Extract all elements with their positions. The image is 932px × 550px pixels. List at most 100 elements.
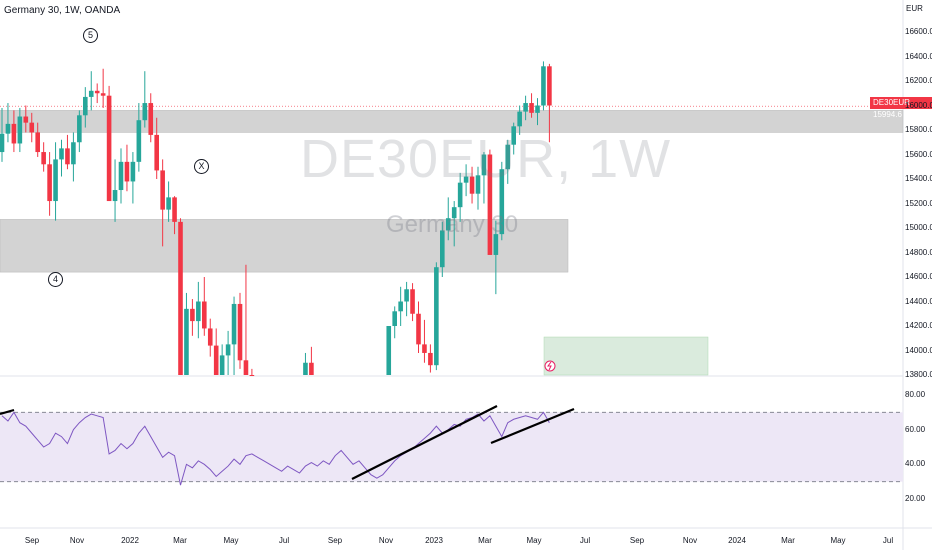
candle-body: [303, 362, 308, 375]
candle-body: [386, 326, 392, 375]
candle-body: [505, 144, 511, 170]
price-axis-tick: 16600.0: [905, 27, 932, 36]
candle-body: [404, 289, 409, 302]
rsi-axis-tick: 40.00: [905, 459, 926, 469]
lightning-icon-glyph: [547, 361, 552, 371]
candle-body: [463, 176, 469, 183]
candle-body: [160, 170, 165, 210]
candle-body: [118, 161, 124, 191]
candle-body: [142, 103, 148, 121]
price-axis-tick: 15400.0: [905, 174, 932, 183]
candle-body: [445, 218, 451, 231]
candle-body: [219, 355, 225, 375]
candle-body: [535, 105, 540, 113]
price-axis-tick: 15600.0: [905, 149, 932, 159]
watermark-symbol: DE30EUR, 1W: [300, 129, 672, 189]
candle-body: [202, 301, 207, 329]
candle-body: [440, 230, 445, 268]
candle-body: [493, 234, 499, 255]
candle-body: [499, 169, 505, 235]
candle-body: [154, 134, 159, 171]
candle-body: [35, 132, 40, 153]
rsi-trendline[interactable]: [0, 408, 15, 416]
candle-body: [65, 148, 70, 165]
time-axis-tick: Nov: [69, 536, 85, 545]
price-axis-tick: 13800.0: [905, 370, 932, 379]
candle-body: [17, 116, 23, 144]
candle-body: [88, 90, 94, 97]
candle-body: [77, 115, 82, 143]
candle-body: [196, 301, 201, 322]
time-axis-tick: Jul: [579, 536, 591, 545]
rsi-axis-tick: 60.00: [905, 424, 926, 434]
watermark-name: Germany 30: [386, 211, 519, 238]
time-axis-tick: Sep: [327, 536, 343, 545]
candle-body: [428, 352, 433, 366]
candle-body: [457, 182, 463, 208]
time-axis-tick: Nov: [378, 536, 394, 545]
candle-body: [517, 111, 522, 127]
candle-body: [475, 175, 481, 194]
candle-body: [529, 103, 534, 113]
candle-body: [29, 122, 35, 133]
candle-body: [94, 90, 100, 94]
candle-body: [53, 159, 58, 202]
candle-body: [106, 95, 112, 202]
wave-label-x[interactable]: X: [194, 159, 209, 174]
price-axis-tick: 14600.0: [905, 272, 932, 281]
candle-body: [243, 360, 249, 375]
time-axis-tick: Jul: [278, 536, 290, 545]
rsi-axis-tick: 20.00: [905, 494, 926, 503]
candle-body: [249, 375, 255, 376]
candle-body: [71, 142, 76, 165]
time-axis-tick: 2022: [121, 536, 139, 545]
candle-body: [184, 308, 189, 375]
rsi-trendline[interactable]: [490, 407, 575, 445]
price-axis-tick: 15200.0: [905, 198, 932, 208]
candle-body: [112, 190, 118, 202]
time-axis-tick: Mar: [781, 536, 795, 545]
candle-body: [124, 161, 130, 182]
chart-title: Germany 30, 1W, OANDA: [4, 5, 121, 16]
candle-body: [541, 66, 546, 106]
price-axis-tick: 14200.0: [905, 321, 932, 330]
candle-body: [41, 152, 46, 165]
time-axis-tick: Sep: [629, 536, 645, 545]
time-axis-tick: Mar: [478, 536, 492, 545]
candle-body: [547, 66, 552, 106]
candle-body: [83, 96, 88, 116]
candle-body: [398, 301, 403, 312]
wave-label-4[interactable]: 4: [48, 272, 63, 287]
candle-body: [207, 328, 213, 346]
candle-body: [523, 103, 528, 112]
wave-label-5[interactable]: 5: [83, 28, 98, 43]
candle-body: [47, 164, 52, 202]
time-axis-tick: May: [223, 536, 239, 545]
zone-target[interactable]: [543, 336, 709, 376]
candle-body: [190, 308, 195, 322]
price-axis-tick: 14800.0: [905, 247, 932, 257]
price-axis-tick: 16000.0: [905, 100, 932, 110]
time-axis-tick: 2024: [728, 536, 746, 545]
rsi-trendline[interactable]: [351, 405, 498, 480]
candle-body: [416, 313, 421, 345]
candle-body: [434, 267, 439, 366]
currency-label: EUR: [906, 4, 923, 13]
candle-body: [237, 303, 243, 361]
zone-resistance[interactable]: [0, 110, 904, 133]
zone-support[interactable]: [0, 219, 569, 273]
candle-body: [148, 103, 154, 135]
price-axis-tick: 14000.0: [905, 345, 932, 355]
time-axis-tick: May: [830, 536, 846, 545]
candle-body: [422, 344, 427, 353]
time-axis-tick: Sep: [24, 536, 40, 545]
candle-body: [487, 154, 493, 255]
time-axis-tick: 2023: [425, 536, 443, 545]
time-axis-tick: Mar: [173, 536, 187, 545]
price-axis-tick: 15000.0: [905, 223, 932, 232]
last-price-symbol: DE30EUR: [873, 98, 910, 107]
candle-body: [5, 123, 11, 134]
price-axis-tick: 16400.0: [905, 51, 932, 61]
price-axis-tick: 16200.0: [905, 76, 932, 85]
